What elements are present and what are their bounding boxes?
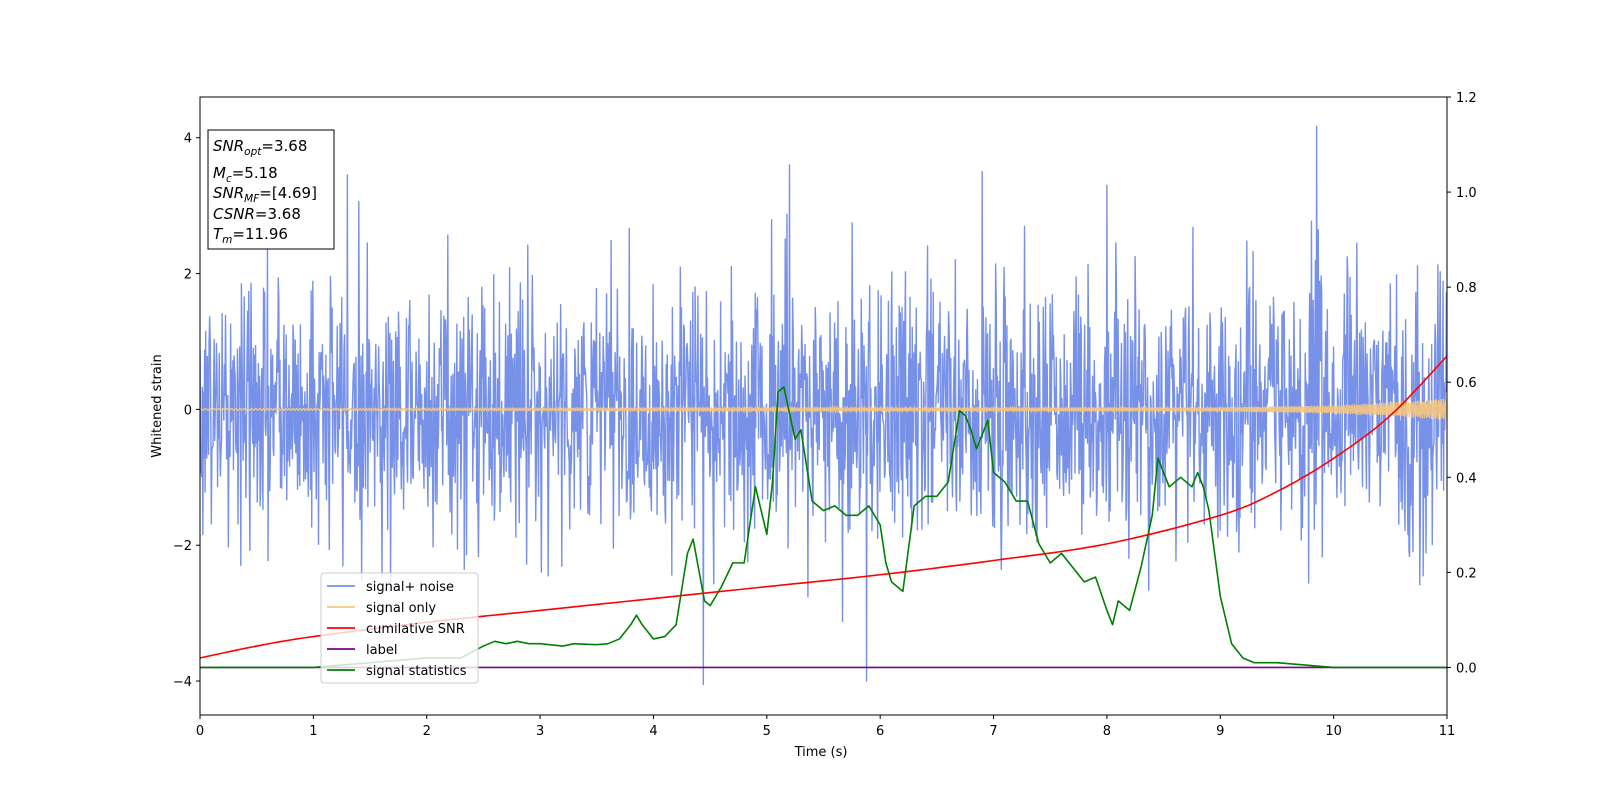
annotation-box: SNRopt=3.68 Mc=5.18 SNRMF=[4.69] CSNR=3.…: [207, 129, 335, 250]
annotation-subscript: c: [226, 173, 232, 185]
y2-tick-label: 0.6: [1456, 376, 1477, 391]
x-tick-label: 6: [876, 724, 884, 739]
x-tick-label: 0: [196, 724, 204, 739]
x-tick-label: 9: [1216, 724, 1224, 739]
x-axis-label: Time (s): [794, 745, 848, 760]
legend-label: signal only: [366, 601, 436, 616]
annotation-value: =5.18: [232, 164, 278, 182]
legend-label: label: [366, 643, 397, 658]
y-tick-label: 2: [184, 268, 192, 283]
annotation-value: =[4.69]: [259, 184, 317, 202]
legend-frame: [320, 572, 479, 684]
annotation-subscript: m: [222, 234, 232, 246]
x-tick-label: 5: [763, 724, 771, 739]
y2-tick-label: 1.0: [1456, 186, 1477, 201]
y2-tick-label: 0.8: [1456, 281, 1477, 296]
x-tick-label: 8: [1103, 724, 1111, 739]
axes-frame: [199, 96, 1448, 716]
legend-label: signal statistics: [366, 664, 467, 679]
y-tick-label: −4: [173, 675, 192, 690]
annotation-value: =11.96: [232, 225, 288, 243]
y2-tick-label: 0.4: [1456, 471, 1477, 486]
y2-tick-label: 1.2: [1456, 91, 1477, 106]
y2-tick-label: 0.2: [1456, 566, 1477, 581]
y-tick-label: 4: [184, 132, 192, 147]
annotation-frame: [207, 129, 335, 250]
series-signal-only-line: [200, 398, 1447, 421]
y-tick-label: −2: [173, 539, 192, 554]
series-signal-statistics-line: [200, 386, 1447, 669]
annotation-symbol: T: [213, 225, 224, 243]
annotation-value: =3.68: [261, 137, 307, 155]
annotation-subscript: opt: [244, 146, 262, 158]
annotation-line-snr-opt: SNRopt=3.68: [213, 137, 307, 158]
y2-tick-label: 0.0: [1456, 661, 1477, 676]
x-tick-label: 1: [309, 724, 317, 739]
x-tick-label: 3: [536, 724, 544, 739]
annotation-line-csnr: CSNR=3.68: [213, 205, 301, 223]
annotation-symbol: SNR: [213, 184, 244, 202]
y-tick-label: 0: [184, 403, 192, 418]
annotation-symbol: CSNR: [213, 205, 255, 223]
annotation-line-snr-mf: SNRMF=[4.69]: [213, 184, 317, 205]
annotation-value: =3.68: [255, 205, 301, 223]
x-tick-label: 7: [989, 724, 997, 739]
annotation-line-tm: Tm=11.96: [213, 225, 288, 246]
ticks-layer: 0 1 2 3 4 5 6 7 8 9 10 11 4 2 0 −2 −4 1.2 1.0 0.8 0.6 0.4 0.2 0…: [173, 91, 1477, 739]
x-tick-label: 4: [649, 724, 657, 739]
x-tick-label: 11: [1439, 724, 1456, 739]
x-tick-label: 2: [423, 724, 431, 739]
series-signal-noise-line: [200, 125, 1447, 686]
legend: signal+ noise signal only cumilative SNR la…: [320, 572, 479, 684]
annotation-line-mc: Mc=5.18: [213, 164, 278, 185]
x-tick-label: 10: [1325, 724, 1342, 739]
legend-label: cumilative SNR: [366, 622, 465, 637]
y-axis-label: Whitened strain: [150, 354, 165, 457]
legend-label: signal+ noise: [366, 580, 454, 595]
annotation-symbol: SNR: [213, 137, 244, 155]
annotation-symbol: M: [213, 164, 226, 182]
annotation-subscript: MF: [244, 193, 260, 205]
